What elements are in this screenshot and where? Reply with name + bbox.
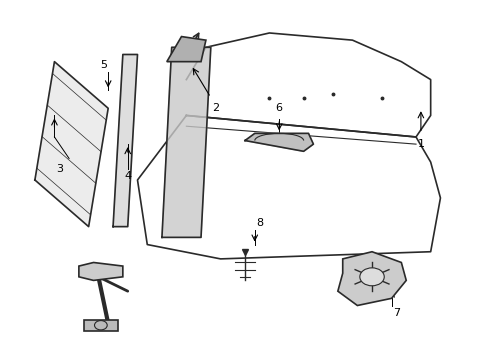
Polygon shape	[167, 37, 206, 62]
Text: 2: 2	[212, 103, 219, 113]
Text: 1: 1	[417, 139, 424, 149]
Text: 5: 5	[100, 60, 107, 70]
Polygon shape	[245, 134, 314, 151]
Text: 8: 8	[256, 218, 263, 228]
Polygon shape	[113, 54, 138, 226]
Polygon shape	[35, 62, 108, 226]
Polygon shape	[79, 262, 123, 280]
Polygon shape	[162, 47, 211, 237]
Text: 4: 4	[124, 171, 131, 181]
Polygon shape	[84, 320, 118, 330]
Polygon shape	[338, 252, 406, 306]
Text: 6: 6	[276, 103, 283, 113]
Text: 3: 3	[56, 164, 63, 174]
Circle shape	[360, 268, 384, 286]
Text: 7: 7	[393, 308, 400, 318]
